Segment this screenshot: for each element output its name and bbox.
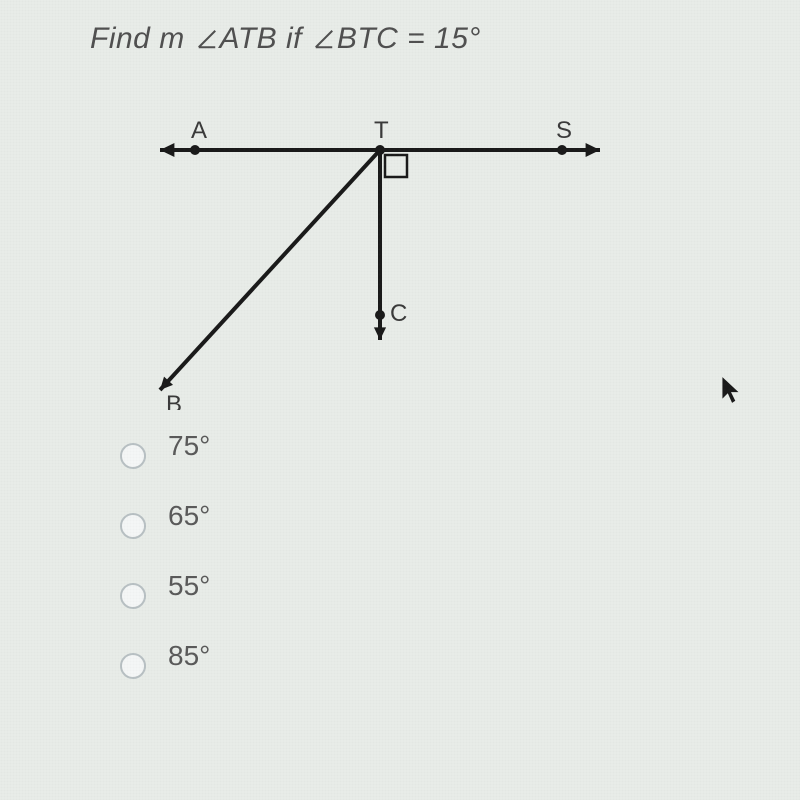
radio-icon[interactable]	[120, 513, 146, 539]
angle2-label: BTC	[337, 22, 399, 55]
geometry-diagram: A T S C B	[130, 90, 650, 410]
angle-icon	[196, 28, 218, 50]
option-row[interactable]: 65°	[120, 500, 210, 532]
radio-icon[interactable]	[120, 583, 146, 609]
svg-text:T: T	[374, 117, 389, 144]
question-text: Find m ATB if BTC = 15°	[90, 22, 481, 56]
option-row[interactable]: 85°	[120, 640, 210, 672]
option-label: 85°	[168, 640, 210, 672]
option-label: 75°	[168, 430, 210, 462]
option-row[interactable]: 55°	[120, 570, 210, 602]
radio-icon[interactable]	[120, 443, 146, 469]
angle-icon	[313, 28, 335, 50]
option-label: 65°	[168, 500, 210, 532]
radio-icon[interactable]	[120, 653, 146, 679]
svg-text:C: C	[390, 300, 407, 327]
angle1-label: ATB	[220, 22, 278, 55]
svg-text:B: B	[166, 391, 182, 410]
page-root: Find m ATB if BTC = 15° A T S C B 75° 65° 55…	[0, 0, 800, 800]
svg-text:S: S	[556, 117, 572, 144]
answer-options: 75° 65° 55° 85°	[120, 430, 210, 710]
option-label: 55°	[168, 570, 210, 602]
option-row[interactable]: 75°	[120, 430, 210, 462]
question-middle: if	[277, 22, 311, 55]
mouse-cursor-icon	[720, 375, 742, 405]
question-suffix: = 15°	[398, 22, 481, 55]
question-prefix: Find m	[90, 22, 185, 55]
svg-text:A: A	[191, 117, 207, 144]
